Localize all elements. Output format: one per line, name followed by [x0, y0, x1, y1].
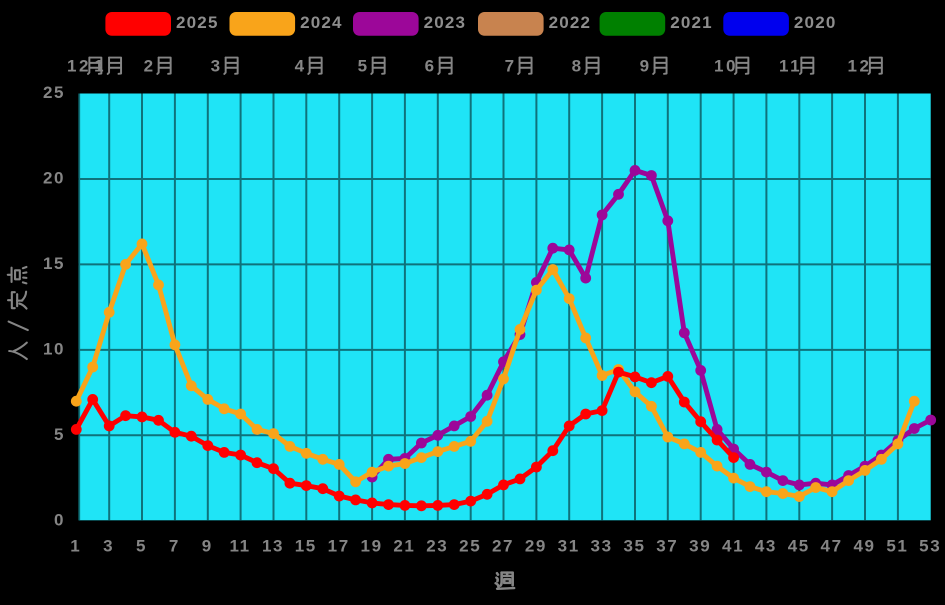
svg-text:4: 4 — [295, 57, 306, 76]
svg-text:49: 49 — [853, 537, 875, 556]
svg-text:12: 12 — [848, 57, 872, 76]
svg-text:31: 31 — [558, 537, 580, 556]
svg-text:0: 0 — [54, 510, 65, 529]
svg-text:2025: 2025 — [176, 13, 219, 32]
svg-text:2023: 2023 — [424, 13, 467, 32]
svg-text:3: 3 — [103, 537, 114, 556]
svg-text:2024: 2024 — [300, 13, 343, 32]
svg-text:25: 25 — [459, 537, 481, 556]
svg-text:35: 35 — [623, 537, 645, 556]
svg-text:3: 3 — [211, 57, 222, 76]
svg-text:5: 5 — [358, 57, 369, 76]
svg-text:45: 45 — [788, 537, 810, 556]
svg-text:9: 9 — [640, 57, 651, 76]
svg-text:5: 5 — [136, 537, 147, 556]
svg-text:20: 20 — [43, 169, 65, 188]
svg-text:37: 37 — [656, 537, 678, 556]
svg-text:8: 8 — [572, 57, 583, 76]
svg-text:51: 51 — [886, 537, 908, 556]
svg-text:33: 33 — [591, 537, 613, 556]
svg-text:9: 9 — [202, 537, 213, 556]
svg-text:5: 5 — [54, 425, 65, 444]
svg-text:13: 13 — [262, 537, 284, 556]
svg-text:23: 23 — [426, 537, 448, 556]
svg-text:7: 7 — [505, 57, 516, 76]
svg-text:6: 6 — [425, 57, 436, 76]
svg-text:15: 15 — [295, 537, 317, 556]
svg-text:19: 19 — [361, 537, 383, 556]
svg-text:2021: 2021 — [670, 13, 713, 32]
svg-text:21: 21 — [393, 537, 415, 556]
svg-text:47: 47 — [821, 537, 843, 556]
svg-text:43: 43 — [755, 537, 777, 556]
svg-text:25: 25 — [43, 83, 65, 102]
svg-text:39: 39 — [689, 537, 711, 556]
svg-text:10: 10 — [714, 57, 738, 76]
svg-text:11: 11 — [230, 537, 251, 556]
svg-text:15: 15 — [43, 254, 65, 273]
svg-text:53: 53 — [919, 537, 941, 556]
svg-text:29: 29 — [525, 537, 547, 556]
svg-text:12: 12 — [67, 57, 91, 76]
svg-text:7: 7 — [169, 537, 180, 556]
svg-text:10: 10 — [43, 340, 65, 359]
svg-text:11: 11 — [779, 57, 802, 76]
svg-text:2020: 2020 — [794, 13, 837, 32]
svg-text:17: 17 — [328, 537, 350, 556]
svg-text:2: 2 — [144, 57, 155, 76]
svg-text:27: 27 — [492, 537, 514, 556]
svg-text:2022: 2022 — [549, 13, 592, 32]
svg-text:1: 1 — [70, 537, 81, 556]
svg-text:41: 41 — [722, 537, 744, 556]
svg-text:1: 1 — [94, 57, 105, 76]
